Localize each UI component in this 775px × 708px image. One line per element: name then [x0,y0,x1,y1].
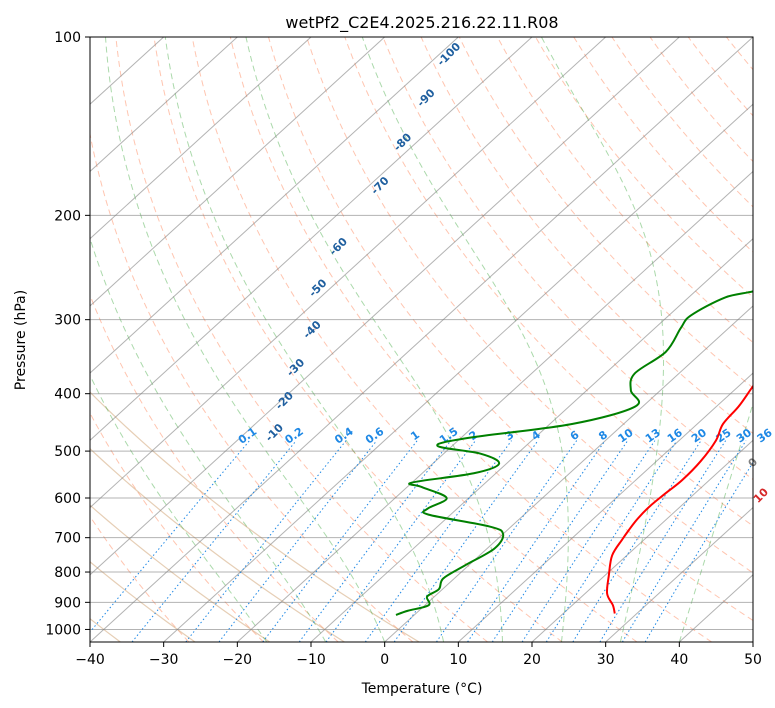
y-axis: 100 200 300 400 500 600 700 800 900 1000 [45,30,90,638]
isotherm-line [236,170,753,642]
x-tick-label: 10 [449,652,467,668]
isotherm-line [384,305,753,642]
isotherm-line [90,37,533,442]
isotherm-line [90,37,312,240]
mixing-ratio-line [521,440,656,642]
y-tick-label: 600 [54,491,81,507]
x-tick-label: −10 [296,652,326,668]
y-tick-label: 1000 [45,622,81,638]
dry-adiabat-solid [90,504,271,642]
y-tick-label: 500 [54,444,81,460]
y-tick-label: 900 [54,595,81,611]
mixing-ratio-line [185,440,347,642]
moist-adiabat-line [90,236,327,642]
isotherm-line [457,372,753,642]
moist-adiabat-line [245,37,504,642]
moist-adiabat-line [540,37,665,642]
mixing-ratio-line [325,440,476,642]
mixing-ratio-line [621,440,747,642]
y-tick-label: 800 [54,565,81,581]
chart-title: wetPf2_C2E4.2025.216.22.11.R08 [285,13,558,33]
x-tick-label: 30 [597,652,615,668]
mixing-ratio-line [644,461,753,642]
dry-adiabat-line [115,37,488,642]
isotherm-line [90,37,680,576]
x-tick-label: 20 [523,652,541,668]
isotherm-line [90,37,753,642]
dry-adiabat-line [229,37,712,642]
isotherm-line [90,37,386,307]
y-tick-label: 400 [54,387,81,403]
plot-frame [89,36,754,643]
background-lines [90,37,753,642]
dry-adiabat-line [153,37,563,642]
x-tick-label: −30 [149,652,179,668]
x-tick-label: −20 [223,652,253,668]
isotherm-line [310,237,753,642]
isotherm-line [163,103,753,642]
x-tick-label: 50 [744,652,762,668]
dry-adiabat-line [344,37,753,527]
isotherm-line [90,37,238,173]
x-tick-label: 0 [380,652,389,668]
dry-adiabat-line [420,37,753,435]
x-axis-title: Temperature (°C) [361,681,483,697]
moist-adiabat-line [164,37,445,642]
isotherm-line [90,37,607,509]
dry-adiabat-line [306,37,753,574]
dewpoint-profile-line [395,290,753,616]
isotherm-line [90,37,459,374]
mixing-ratio-line [436,440,578,642]
moist-adiabat-line [104,37,386,642]
moist-adiabat-line [90,374,268,642]
y-tick-label: 100 [54,30,81,46]
dry-adiabat-line [191,37,638,642]
mixing-ratio-line [491,440,629,642]
moist-adiabat-line [678,401,753,642]
x-axis: −40 −30 −20 −10 0 10 20 30 40 50 [75,642,762,668]
isotherm-line [531,439,753,642]
dry-adiabat-line [90,131,414,642]
dry-adiabat-line [573,37,753,253]
mixing-ratio-line [467,440,606,642]
x-tick-label: 40 [670,652,688,668]
dry-adiabat-line [458,37,753,389]
dry-adiabat-line [90,293,339,642]
y-axis-title: Pressure (hPa) [13,290,29,390]
y-tick-label: 200 [54,208,81,224]
dry-adiabat-solid [90,447,345,642]
dry-adiabat-line [496,37,753,344]
mixing-ratio-line [364,440,512,642]
isotherm-line [605,506,753,642]
y-tick-label: 700 [54,531,81,547]
dry-adiabat-line [90,412,264,642]
temperature-profile-line [605,384,753,614]
y-tick-label: 300 [54,313,81,329]
moist-adiabat-line [361,37,569,642]
dry-adiabat-line [649,37,753,163]
x-tick-label: −40 [75,652,105,668]
mixing-ratio-line [131,440,297,642]
dry-adiabat-line [382,37,753,481]
dry-adiabat-line [268,37,753,622]
series-layer [395,290,753,616]
mixing-ratio-line [218,440,378,642]
